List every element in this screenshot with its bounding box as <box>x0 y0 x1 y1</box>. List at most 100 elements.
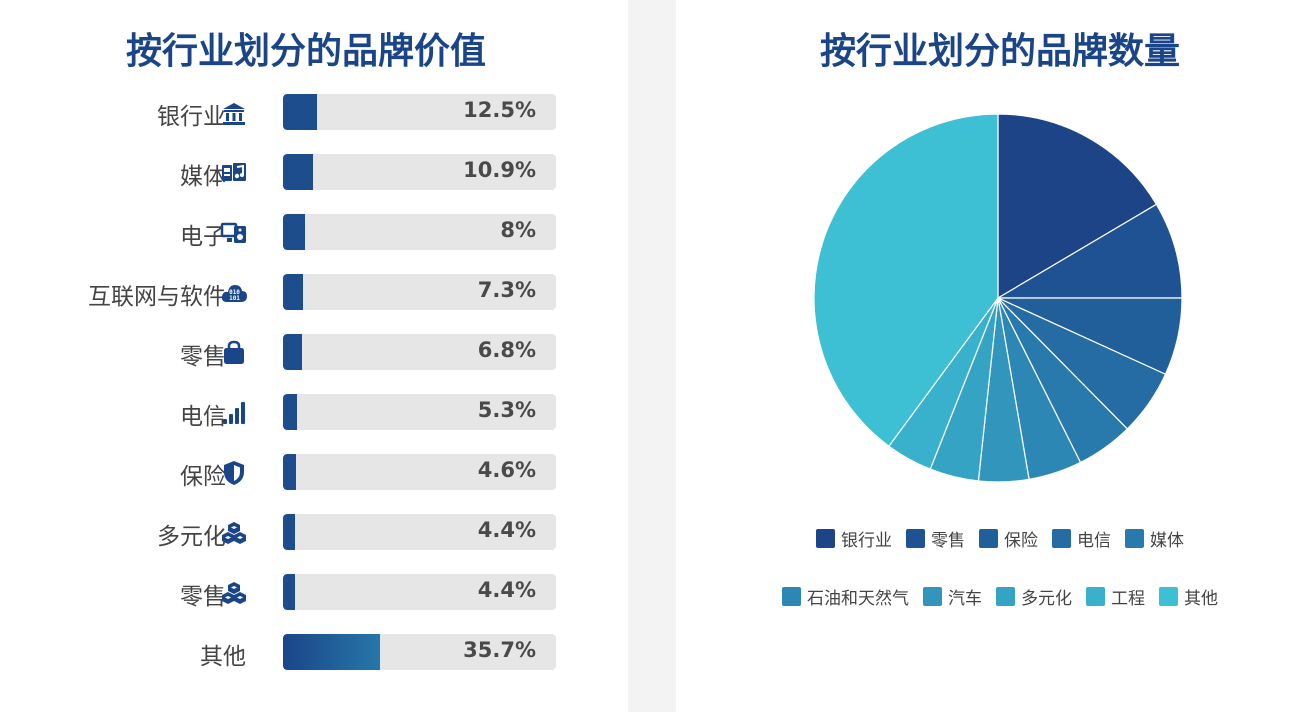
bar-track: 10.9% <box>283 154 556 190</box>
pie-chart-svg <box>813 113 1183 483</box>
legend-swatch <box>782 587 801 606</box>
legend-swatch <box>979 529 998 548</box>
legend-row: 石油和天然气 汽车 多元化 工程 其他 <box>700 584 1289 609</box>
bar-value-label: 10.9% <box>463 158 536 182</box>
bar <box>283 154 313 190</box>
bar-row: 媒体 10.9% <box>0 153 612 191</box>
legend-swatch <box>816 529 835 548</box>
media-icon <box>219 158 249 188</box>
bar-track: 5.3% <box>283 394 556 430</box>
bar-track: 35.7% <box>283 634 556 670</box>
legend-item: 媒体 <box>1125 526 1184 551</box>
svg-text:101: 101 <box>229 295 240 302</box>
bar-row: 互联网与软件 010 101 7.3% <box>0 273 612 311</box>
legend-item: 工程 <box>1086 584 1145 609</box>
bar <box>283 574 295 610</box>
bar-row: 多元化 4.4% <box>0 513 612 551</box>
bar <box>283 94 318 130</box>
cloud-binary-icon: 010 101 <box>219 278 249 308</box>
legend-item: 零售 <box>906 526 965 551</box>
bar-category-label: 多元化 <box>157 524 226 550</box>
pie-slice <box>813 113 999 448</box>
legend-row: 银行业 零售 保险 电信 媒体 <box>700 526 1289 551</box>
bar-row: 银行业 12.5% <box>0 93 612 131</box>
bar-category-label: 互联网与软件 <box>88 284 226 310</box>
legend-swatch <box>1159 587 1178 606</box>
bar <box>283 274 303 310</box>
bar-row: 其他 35.7% <box>0 633 612 671</box>
bar-chart-title: 按行业划分的品牌价值 <box>125 31 486 72</box>
bar-category-label: 零售 <box>180 584 226 610</box>
pie-chart <box>812 112 1184 484</box>
bar <box>283 514 295 550</box>
legend-label: 电信 <box>1077 531 1111 551</box>
legend-item: 石油和天然气 <box>782 584 909 609</box>
bar-row: 电信 5.3% <box>0 393 612 431</box>
bar-category-label: 保险 <box>180 464 226 490</box>
legend-swatch <box>906 529 925 548</box>
bar-category-label: 媒体 <box>180 164 226 190</box>
bar-track: 12.5% <box>283 94 556 130</box>
legend-swatch <box>996 587 1015 606</box>
legend-label: 银行业 <box>841 531 892 551</box>
legend-swatch <box>1086 587 1105 606</box>
bar-category-label: 银行业 <box>157 104 226 130</box>
shopping-bag-icon <box>219 338 249 368</box>
legend-swatch <box>923 587 942 606</box>
bar-category-label: 电信 <box>180 404 226 430</box>
pie-slice <box>995 203 1183 299</box>
legend-item: 其他 <box>1159 584 1218 609</box>
legend-label: 汽车 <box>948 589 982 609</box>
legend-label: 媒体 <box>1150 531 1184 551</box>
bar-value-label: 7.3% <box>477 278 536 302</box>
bar-value-label: 5.3% <box>477 398 536 422</box>
legend-label: 保险 <box>1004 531 1038 551</box>
legend-item: 多元化 <box>996 584 1072 609</box>
bar-track: 4.6% <box>283 454 556 490</box>
bar-value-label: 4.4% <box>477 518 536 542</box>
center-divider <box>628 0 676 712</box>
cubes-icon <box>219 518 249 548</box>
bar-track: 4.4% <box>283 514 556 550</box>
legend-label: 零售 <box>931 531 965 551</box>
bar-value-label: 4.6% <box>477 458 536 482</box>
bar-category-label: 其他 <box>200 644 246 670</box>
legend-item: 银行业 <box>816 526 892 551</box>
bar-row: 保险 4.6% <box>0 453 612 491</box>
legend-label: 多元化 <box>1021 589 1072 609</box>
bar <box>283 394 298 430</box>
bar-track: 6.8% <box>283 334 556 370</box>
pie-chart-title: 按行业划分的品牌数量 <box>819 31 1180 72</box>
electronics-icon <box>219 218 249 248</box>
bar-row: 电子 8% <box>0 213 612 251</box>
cubes-icon <box>219 578 249 608</box>
legend-item: 保险 <box>979 526 1038 551</box>
bar-track: 4.4% <box>283 574 556 610</box>
legend-label: 工程 <box>1111 589 1145 609</box>
bar-track: 8% <box>283 214 556 250</box>
bar-value-label: 12.5% <box>463 98 536 122</box>
bar-value-label: 8% <box>500 218 536 242</box>
bank-icon <box>219 98 249 128</box>
bar-value-label: 6.8% <box>477 338 536 362</box>
legend-label: 其他 <box>1184 589 1218 609</box>
bar <box>283 334 302 370</box>
bar-track: 7.3% <box>283 274 556 310</box>
bar-category-label: 零售 <box>180 344 226 370</box>
shield-icon <box>219 458 249 488</box>
bar-category-label: 电子 <box>180 224 226 250</box>
svg-text:010: 010 <box>229 289 240 296</box>
legend-swatch <box>1125 529 1144 548</box>
bar-value-label: 4.4% <box>477 578 536 602</box>
bar <box>283 454 296 490</box>
pie-slice <box>997 113 1158 300</box>
legend-item: 汽车 <box>923 584 982 609</box>
bar <box>283 214 305 250</box>
legend-label: 石油和天然气 <box>807 589 909 609</box>
bar <box>283 634 381 670</box>
legend-swatch <box>1052 529 1071 548</box>
bar-row: 零售 4.4% <box>0 573 612 611</box>
bar-row: 零售 6.8% <box>0 333 612 371</box>
legend-item: 电信 <box>1052 526 1111 551</box>
bar-value-label: 35.7% <box>463 638 536 662</box>
